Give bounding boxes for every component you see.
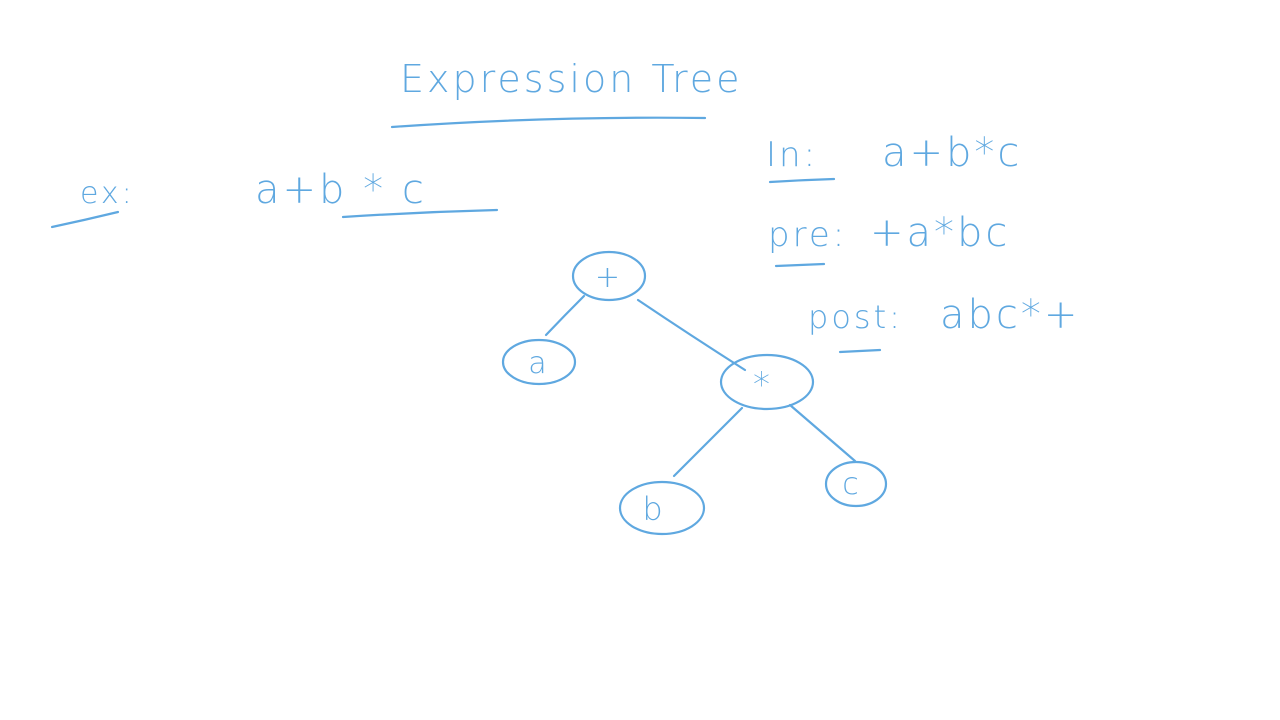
tree-node-b-label: b [642,490,665,528]
postorder-label-underline [838,348,882,354]
inorder-value: a+b*c [882,130,1022,176]
example-subexpression-underline [341,208,499,219]
tree-node-root: + [571,250,647,302]
example-label: ex: [80,176,135,211]
tree-node-c-label: c [842,467,862,502]
postorder-value: abc*+ [940,292,1080,338]
example-expression: a+b * c [255,167,427,213]
page-title: Expression Tree [400,57,743,101]
edge-root-to-star [636,298,747,372]
postorder-label: post: [808,298,903,336]
title-underline [390,116,707,129]
tree-node-c: c [824,460,888,508]
tree-node-b: b [618,480,706,536]
inorder-label: In: [766,135,818,175]
tree-node-star-label: * [753,365,773,405]
edge-star-to-b [672,406,744,478]
preorder-label: pre: [768,215,847,255]
inorder-label-underline [768,177,836,184]
preorder-label-underline [774,262,826,268]
tree-node-a-label: a [528,346,549,381]
example-label-underline [50,210,120,229]
edge-root-to-a [544,294,586,337]
tree-node-root-label: + [595,260,623,295]
edge-star-to-c [788,403,857,463]
tree-node-star: * [719,353,815,411]
tree-node-a: a [501,338,577,386]
preorder-value: +a*bc [870,210,1010,256]
